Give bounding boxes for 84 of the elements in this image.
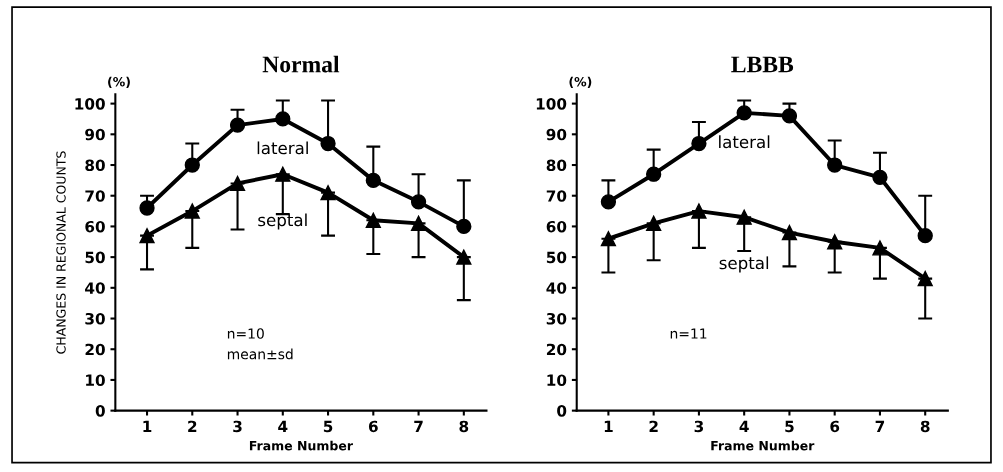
x-tick-label: 2: [188, 420, 197, 432]
y-tick-label: 0: [95, 405, 105, 417]
point: [827, 234, 843, 250]
point: [229, 175, 246, 192]
point: [456, 218, 472, 235]
x-tick-label: 6: [368, 420, 378, 433]
annotation: n=10: [227, 328, 264, 339]
point: [872, 169, 888, 185]
y-tick-label: 50: [85, 251, 105, 264]
point: [229, 117, 246, 133]
point: [410, 215, 427, 231]
y-tick-label: 100: [75, 98, 105, 110]
y-tick-label: 50: [546, 251, 567, 264]
x-tick-label: 5: [785, 420, 794, 433]
point: [691, 135, 707, 152]
x-tick-label: 1: [604, 420, 613, 432]
x-tick-label: 6: [830, 420, 840, 433]
y-tick-label: 70: [85, 190, 105, 202]
x-axis-title: Frame Number: [249, 440, 353, 451]
y-tick-label: 0: [557, 405, 567, 417]
y-tick-label: 90: [546, 128, 567, 141]
y-tick-label: 100: [536, 98, 567, 110]
x-tick-label: 4: [739, 420, 749, 432]
series-label: septal: [258, 213, 307, 230]
point: [781, 224, 798, 241]
x-tick-label: 3: [233, 420, 242, 433]
point: [320, 135, 336, 152]
y-tick-label: 90: [85, 128, 105, 141]
annotation: n=11: [670, 328, 707, 339]
x-tick-label: 1: [143, 420, 152, 432]
point: [646, 215, 662, 231]
point: [691, 203, 707, 219]
x-tick-label: 4: [278, 420, 288, 432]
y-tick-label: 40: [546, 282, 567, 294]
point: [872, 240, 888, 256]
point: [139, 227, 155, 244]
y-tick-label: 60: [85, 220, 105, 233]
point: [275, 111, 291, 127]
point: [781, 108, 798, 124]
point: [184, 157, 200, 173]
y-tick-label: 60: [546, 220, 567, 233]
x-tick-label: 7: [875, 420, 885, 432]
series-label: lateral: [719, 135, 770, 149]
x-tick-label: 3: [694, 420, 704, 433]
x-tick-label: 2: [649, 420, 658, 432]
point: [275, 166, 291, 182]
series-label: lateral: [257, 141, 308, 155]
y-tick-label: 30: [85, 313, 105, 325]
y-axis-title: CHANGES IN REGIONAL COUNTS: [56, 151, 66, 354]
x-axis-title: Frame Number: [711, 440, 815, 451]
series-label: septal: [719, 256, 769, 273]
point: [456, 249, 472, 265]
y-tick-label: 10: [86, 374, 105, 386]
y-tick-label: 20: [85, 343, 105, 356]
point: [184, 203, 200, 219]
annotation: mean±sd: [227, 348, 293, 360]
y-tick-label: 20: [546, 343, 567, 356]
point: [736, 209, 752, 225]
point: [139, 200, 155, 216]
point: [736, 105, 752, 121]
x-tick-label: 8: [920, 420, 930, 433]
point: [827, 157, 843, 173]
point: [365, 172, 381, 189]
y-tick-label: 40: [85, 282, 105, 294]
point: [410, 194, 427, 210]
y-tick-label: 10: [547, 374, 567, 386]
x-tick-label: 7: [414, 420, 423, 432]
y-tick-label: 80: [85, 159, 105, 172]
y-tick-label: 70: [546, 190, 567, 202]
point: [917, 270, 933, 287]
point: [320, 185, 336, 201]
y-tick-label: 30: [546, 313, 567, 325]
x-tick-label: 8: [459, 420, 469, 433]
point: [600, 231, 617, 247]
point: [646, 166, 662, 182]
y-tick-label: 80: [546, 159, 567, 172]
text: (%): [569, 76, 592, 88]
chart-title: Normal: [262, 55, 340, 73]
chart-title: LBBB: [731, 56, 794, 73]
point: [365, 212, 381, 228]
point: [917, 227, 933, 244]
text: (%): [108, 76, 130, 88]
point: [600, 194, 617, 210]
x-tick-label: 5: [323, 420, 333, 433]
